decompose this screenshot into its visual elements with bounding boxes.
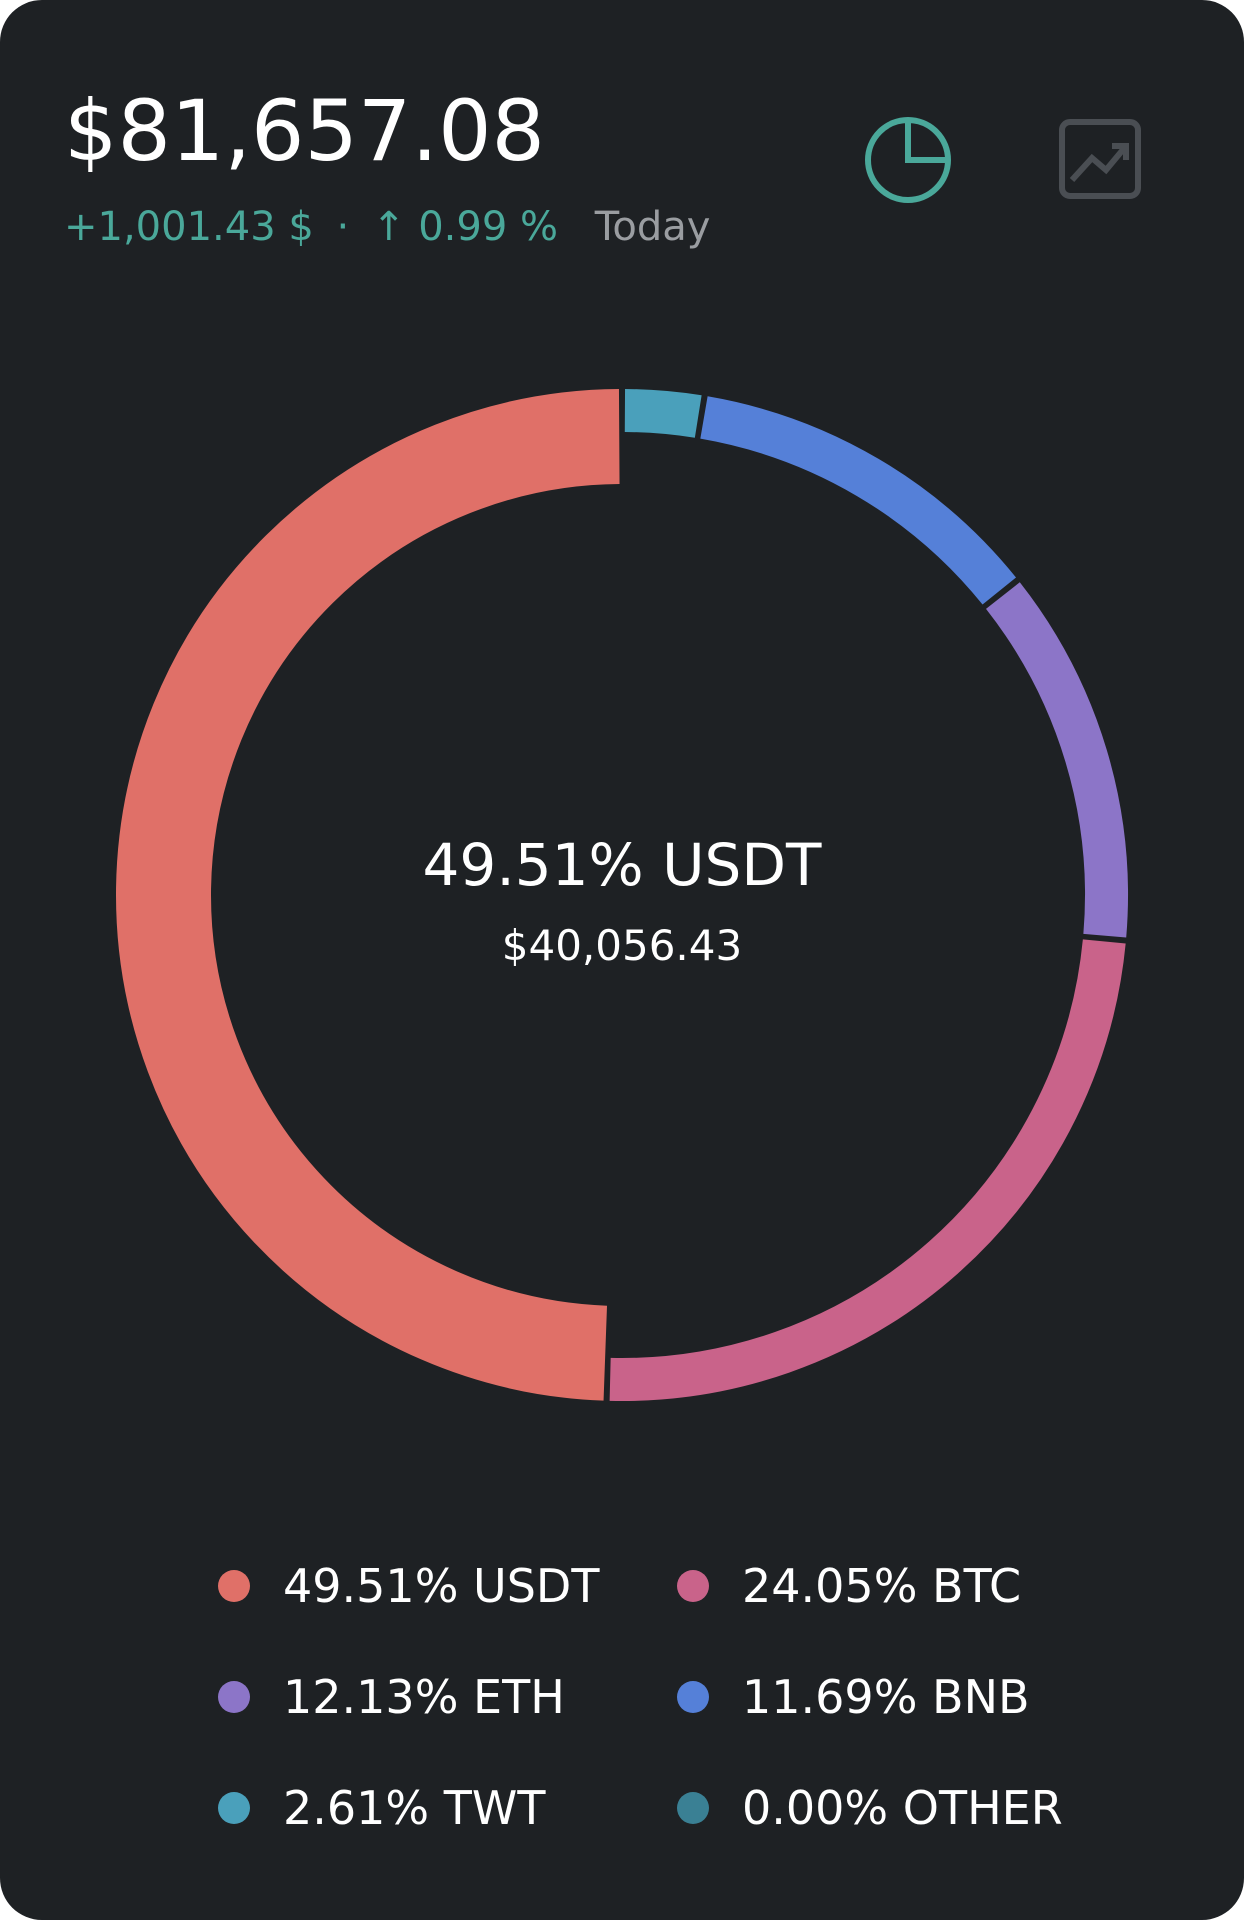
legend-label: 0.00% OTHER [742, 1781, 1063, 1835]
pie-icon [865, 117, 951, 203]
legend-label: 11.69% BNB [742, 1670, 1030, 1724]
legend-percent: 24.05% [742, 1559, 917, 1613]
separator: · [337, 204, 350, 250]
legend-name: OTHER [903, 1781, 1063, 1835]
legend-dot [677, 1681, 709, 1713]
legend-dot [218, 1792, 250, 1824]
donut-segment [985, 582, 1128, 938]
donut-segment [115, 389, 620, 1401]
legend-dot [218, 1570, 250, 1602]
donut-segment [624, 389, 702, 438]
pie-view-button[interactable] [865, 117, 951, 203]
chart-icon-line [1069, 143, 1129, 183]
center-name: USDT [662, 831, 822, 899]
legend-label: 24.05% BTC [742, 1559, 1021, 1613]
legend-name: TWT [443, 1781, 547, 1835]
legend-dot [218, 1681, 250, 1713]
legend-name: USDT [473, 1559, 600, 1613]
total-balance: $81,657.08 [64, 82, 545, 180]
legend-percent: 12.13% [283, 1670, 458, 1724]
change-percent: ↑ 0.99 % [372, 204, 558, 250]
legend-label: 12.13% ETH [283, 1670, 565, 1724]
legend: 49.51% USDT 24.05% BTC 12.13% ETH 11.69% BN… [218, 1559, 1063, 1835]
pie-icon-slice [905, 122, 946, 163]
legend-dot [677, 1570, 709, 1602]
legend-percent: 11.69% [742, 1670, 917, 1724]
period: Today [594, 204, 711, 250]
center-label: 49.51% USDT [423, 831, 823, 899]
legend-name: BNB [932, 1670, 1030, 1724]
legend-label: 49.51% USDT [283, 1559, 600, 1613]
change-line: +1,001.43 $ · ↑ 0.99 % Today [64, 204, 710, 250]
change-amount: +1,001.43 $ [64, 204, 314, 250]
chart-icon [1059, 119, 1141, 199]
legend-percent: 49.51% [283, 1559, 458, 1613]
legend-label: 2.61% TWT [283, 1781, 546, 1835]
legend-dot [677, 1792, 709, 1824]
legend-name: BTC [932, 1559, 1021, 1613]
chart-view-button[interactable] [1059, 119, 1141, 199]
legend-percent: 2.61% [283, 1781, 429, 1835]
center-amount: $40,056.43 [502, 921, 742, 970]
center-percent: 49.51% [423, 831, 644, 899]
legend-name: ETH [473, 1670, 565, 1724]
donut-segment [609, 939, 1126, 1401]
donut-chart [115, 389, 1128, 1401]
donut-segment [700, 396, 1017, 605]
legend-percent: 0.00% [742, 1781, 888, 1835]
